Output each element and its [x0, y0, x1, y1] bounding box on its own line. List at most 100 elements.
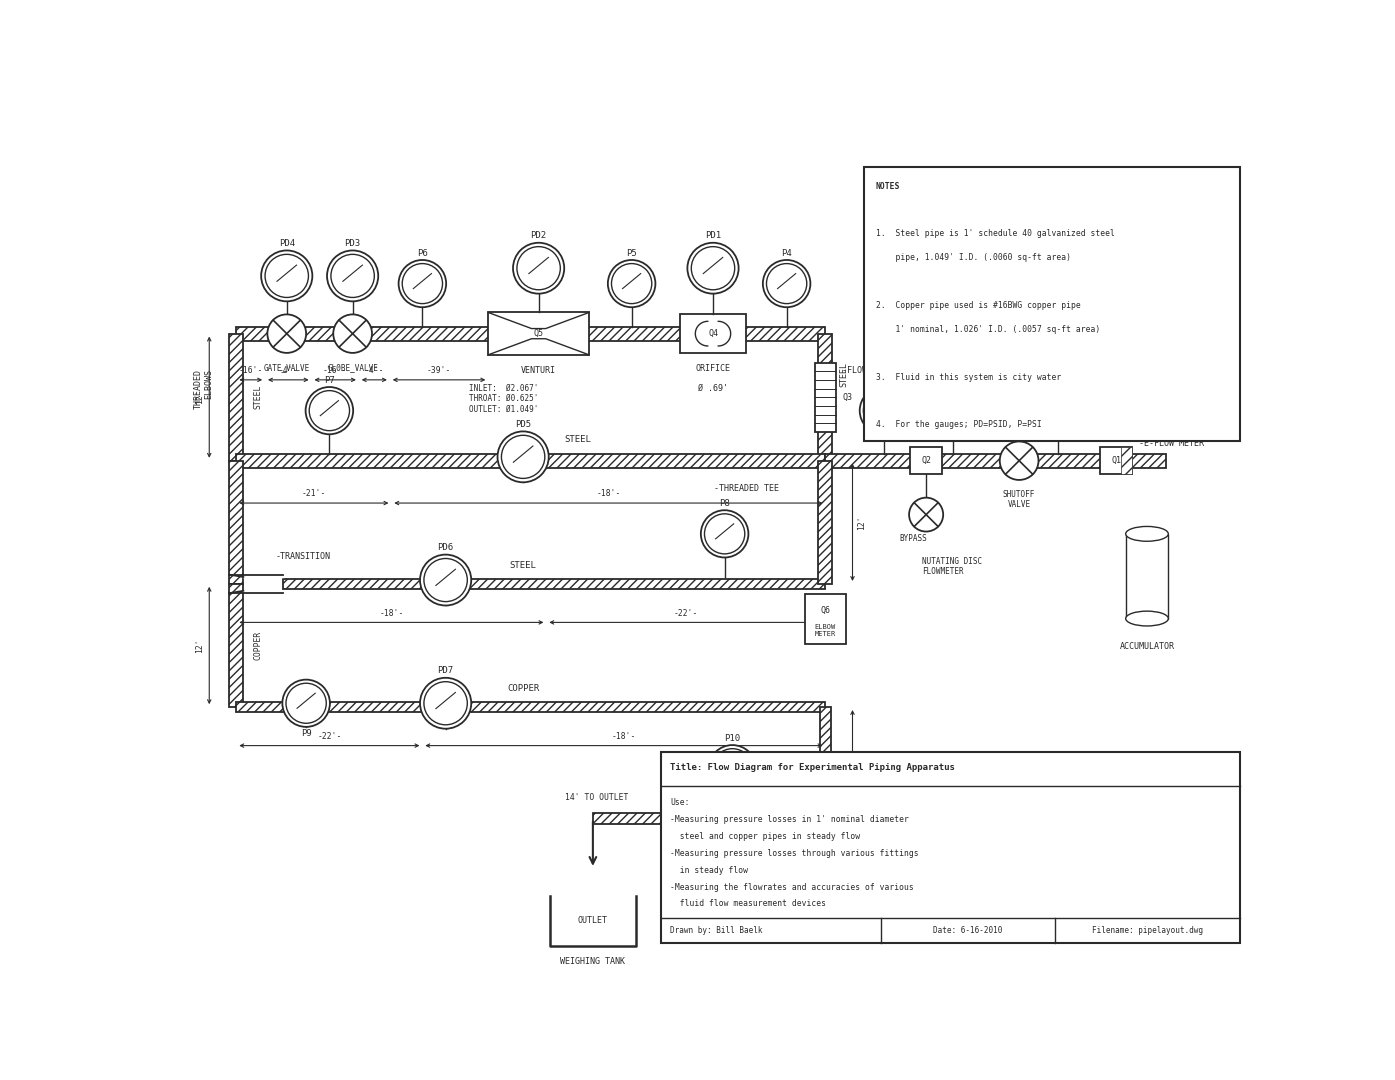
Circle shape [518, 246, 561, 289]
Text: PD4: PD4 [279, 239, 294, 248]
Circle shape [766, 264, 806, 303]
Text: Q6: Q6 [820, 606, 830, 616]
Text: INLET:  Ø2.067'
THROAT: Ø0.625'
OUTLET: Ø1.049': INLET: Ø2.067' THROAT: Ø0.625' OUTLET: Ø… [469, 383, 538, 414]
Circle shape [424, 558, 467, 602]
Circle shape [608, 260, 656, 307]
Text: PD1: PD1 [704, 231, 721, 240]
Polygon shape [236, 454, 826, 468]
Text: 12': 12' [195, 638, 205, 652]
Text: Title: Flow Diagram for Experimental Piping Apparatus: Title: Flow Diagram for Experimental Pip… [670, 764, 956, 772]
Circle shape [498, 431, 548, 483]
Ellipse shape [1126, 526, 1169, 541]
Text: -3'-: -3'- [794, 826, 813, 836]
Text: Q1: Q1 [1110, 456, 1122, 465]
Bar [864, 167, 1240, 442]
Text: -39'-: -39'- [427, 366, 451, 375]
Circle shape [933, 391, 974, 431]
Circle shape [286, 684, 326, 724]
Text: THREADED
ELBOWS: THREADED ELBOWS [194, 369, 213, 409]
Text: VENTURI: VENTURI [522, 366, 557, 375]
Text: Q4: Q4 [709, 329, 718, 338]
Text: Use:: Use: [670, 798, 689, 807]
Polygon shape [819, 334, 833, 461]
Circle shape [420, 678, 472, 729]
Circle shape [331, 254, 374, 297]
Text: Drawn by: Bill Baelk: Drawn by: Bill Baelk [670, 926, 763, 935]
Text: -16'-: -16'- [324, 366, 347, 375]
Text: ACCUMULATOR: ACCUMULATOR [1120, 642, 1175, 650]
Text: NUTATING DISC
FLOWMETER: NUTATING DISC FLOWMETER [922, 557, 982, 577]
Circle shape [864, 391, 904, 431]
Circle shape [513, 243, 564, 294]
Text: STEEL: STEEL [509, 561, 537, 570]
Bar [681, 314, 746, 353]
Circle shape [333, 314, 372, 353]
Text: P9: P9 [301, 729, 311, 739]
Text: STEEL: STEEL [564, 435, 591, 444]
Text: fluid flow measurement devices: fluid flow measurement devices [670, 900, 826, 908]
Circle shape [859, 387, 907, 434]
Text: 3.  Fluid in this system is city water: 3. Fluid in this system is city water [876, 373, 1062, 381]
Bar [1126, 534, 1169, 619]
Text: NOTES: NOTES [876, 181, 900, 190]
Circle shape [1038, 391, 1078, 431]
Text: 1.  Steel pipe is 1' schedule 40 galvanized steel: 1. Steel pipe is 1' schedule 40 galvaniz… [876, 229, 1115, 239]
Circle shape [1034, 387, 1081, 434]
Text: -18'-: -18'- [596, 489, 621, 499]
Text: P3: P3 [877, 376, 889, 384]
Text: BYPASS: BYPASS [898, 534, 926, 543]
Text: 1' nominal, 1.026' I.D. (.0057 sq-ft area): 1' nominal, 1.026' I.D. (.0057 sq-ft are… [876, 325, 1101, 334]
Text: -Measuring pressure losses through various fittings: -Measuring pressure losses through vario… [670, 849, 919, 858]
Text: P7: P7 [324, 376, 335, 384]
Polygon shape [236, 702, 826, 713]
Text: P4: P4 [781, 248, 792, 257]
Circle shape [709, 745, 756, 793]
Text: P2: P2 [947, 376, 958, 384]
Text: -21'-: -21'- [301, 489, 326, 499]
Bar [805, 594, 845, 644]
Text: P6: P6 [417, 248, 428, 257]
Text: -22'-: -22'- [317, 732, 342, 741]
Circle shape [1000, 442, 1038, 480]
Text: Date: 6-16-2010: Date: 6-16-2010 [933, 926, 1003, 935]
Text: Q5: Q5 [534, 329, 544, 338]
Text: P1: P1 [1052, 376, 1063, 384]
Text: P5: P5 [626, 248, 638, 257]
Text: 12': 12' [195, 390, 205, 405]
Text: ELBOW
METER: ELBOW METER [815, 623, 836, 636]
Circle shape [713, 748, 752, 788]
Circle shape [692, 246, 735, 289]
Text: -16'-: -16'- [239, 366, 262, 375]
Text: WEIGHING TANK: WEIGHING TANK [561, 957, 625, 967]
Polygon shape [236, 327, 826, 340]
Text: STEEL: STEEL [254, 384, 262, 409]
Circle shape [688, 243, 738, 294]
Polygon shape [826, 454, 1166, 468]
Text: -E-FLOW METER: -E-FLOW METER [1140, 440, 1204, 448]
Text: Filename: pipelayout.dwg: Filename: pipelayout.dwg [1092, 926, 1202, 935]
Text: PD2: PD2 [530, 231, 547, 240]
Bar [488, 312, 589, 355]
Circle shape [265, 254, 308, 297]
Circle shape [326, 251, 378, 301]
Bar [815, 363, 836, 432]
Text: GLOBE_VALVE: GLOBE_VALVE [328, 363, 378, 372]
Ellipse shape [1126, 611, 1169, 626]
Circle shape [268, 314, 306, 353]
Text: PD3: PD3 [345, 239, 361, 248]
Circle shape [929, 387, 976, 434]
Text: 4.  For the gauges; PD=PSID, P=PSI: 4. For the gauges; PD=PSID, P=PSI [876, 420, 1042, 429]
Text: OUTLET: OUTLET [578, 916, 608, 926]
Polygon shape [593, 813, 826, 824]
Text: P8: P8 [720, 499, 730, 508]
Text: 12': 12' [858, 515, 866, 529]
Circle shape [611, 264, 651, 303]
Circle shape [420, 555, 472, 606]
Text: -22'-: -22'- [674, 609, 698, 618]
Text: Ø .69': Ø .69' [698, 383, 728, 393]
Circle shape [306, 387, 353, 434]
Text: pipe, 1.049' I.D. (.0060 sq-ft area): pipe, 1.049' I.D. (.0060 sq-ft area) [876, 253, 1071, 262]
Text: -Measuring the flowrates and accuracies of various: -Measuring the flowrates and accuracies … [670, 882, 914, 891]
Text: 14' TO OUTLET: 14' TO OUTLET [565, 793, 628, 801]
Bar [1122, 447, 1133, 474]
